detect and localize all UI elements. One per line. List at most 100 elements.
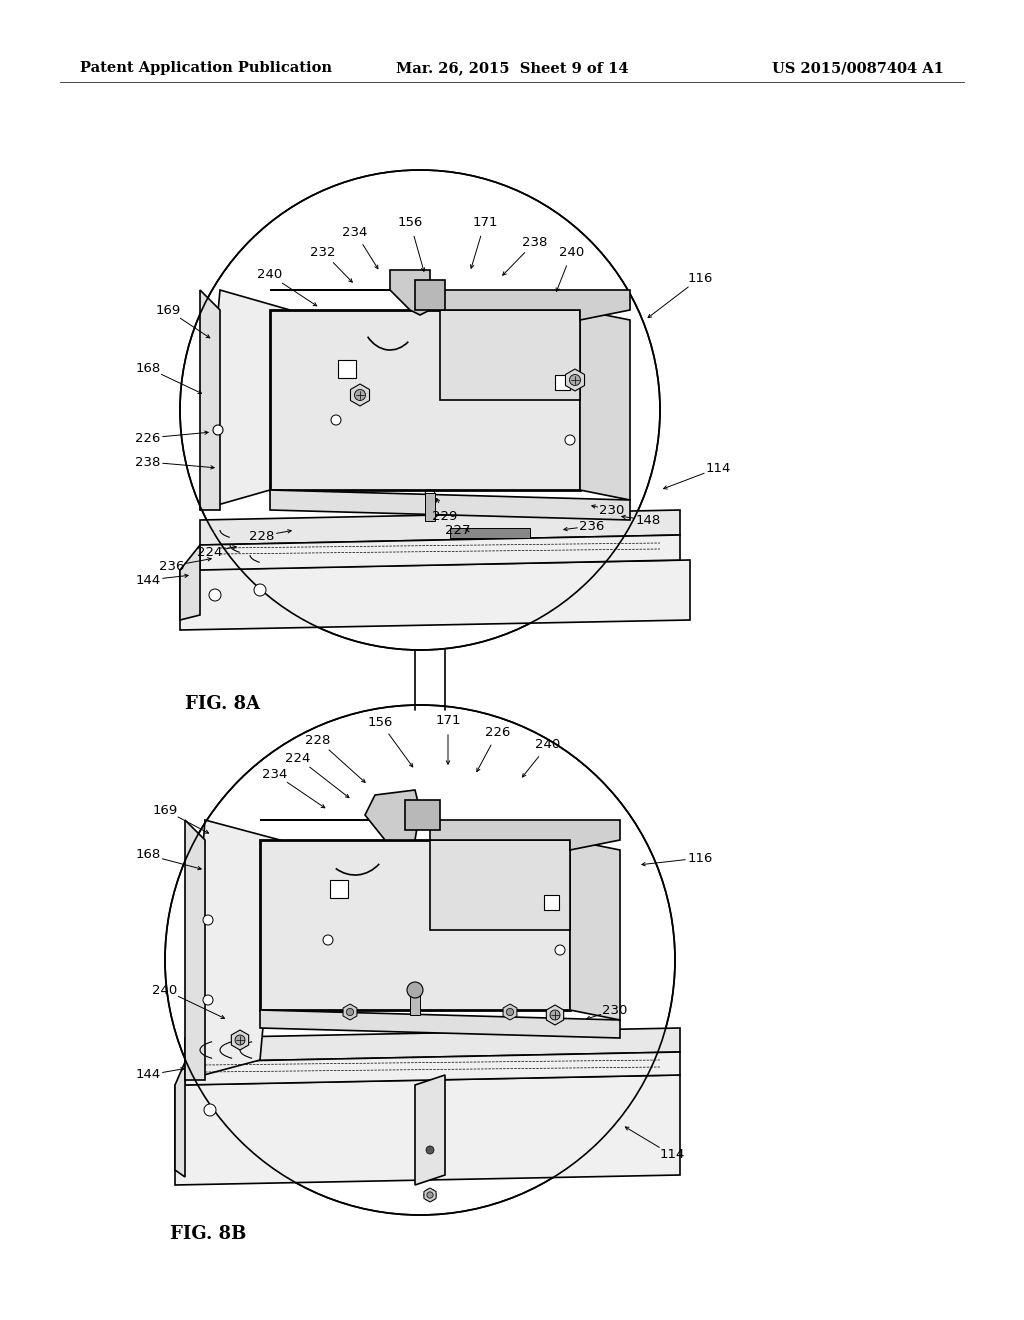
Text: 168: 168 [135,849,161,862]
Text: Patent Application Publication: Patent Application Publication [80,61,332,75]
Circle shape [565,436,575,445]
Circle shape [427,1192,433,1199]
Text: 168: 168 [135,362,161,375]
Text: 240: 240 [559,246,585,259]
Polygon shape [180,545,200,620]
Circle shape [203,915,213,925]
Text: 236: 236 [160,560,184,573]
Text: 229: 229 [432,510,458,523]
Bar [555,375,570,389]
Circle shape [331,414,341,425]
Polygon shape [415,1074,445,1185]
Text: US 2015/0087404 A1: US 2015/0087404 A1 [772,61,944,75]
Circle shape [203,995,213,1005]
Text: 148: 148 [635,513,660,527]
Text: 226: 226 [135,432,161,445]
Circle shape [234,1035,245,1045]
Polygon shape [390,271,430,315]
Text: 116: 116 [687,272,713,285]
Circle shape [569,375,581,385]
Polygon shape [350,384,370,407]
Polygon shape [547,1005,563,1026]
Circle shape [254,583,266,597]
Polygon shape [185,820,280,1080]
Text: 114: 114 [706,462,731,474]
Polygon shape [270,290,630,319]
Polygon shape [425,492,435,521]
Bar [450,528,530,539]
Polygon shape [424,1188,436,1203]
Text: 236: 236 [580,520,605,532]
Polygon shape [231,1030,249,1049]
Polygon shape [260,820,620,850]
Text: 224: 224 [286,751,310,764]
Polygon shape [260,1010,620,1038]
Polygon shape [200,290,220,510]
Text: FIG. 8B: FIG. 8B [170,1225,247,1243]
Polygon shape [343,1005,357,1020]
Text: 169: 169 [156,304,180,317]
Polygon shape [185,1052,680,1085]
Text: FIG. 8A: FIG. 8A [185,696,260,713]
Text: 171: 171 [472,215,498,228]
Text: 144: 144 [135,1068,161,1081]
Polygon shape [565,370,585,391]
Polygon shape [503,1005,517,1020]
Bar [338,360,356,378]
Polygon shape [270,490,630,520]
Circle shape [426,1146,434,1154]
Text: 240: 240 [536,738,560,751]
Circle shape [346,1008,353,1015]
Circle shape [209,589,221,601]
Polygon shape [270,310,580,490]
Polygon shape [430,840,570,931]
Text: 114: 114 [659,1148,685,1162]
Circle shape [424,1189,436,1201]
Text: 240: 240 [153,983,177,997]
Text: 224: 224 [198,545,222,558]
Circle shape [555,945,565,954]
Text: 228: 228 [249,529,274,543]
Polygon shape [200,290,290,510]
Text: 156: 156 [368,715,392,729]
Text: 238: 238 [135,455,161,469]
Text: Mar. 26, 2015  Sheet 9 of 14: Mar. 26, 2015 Sheet 9 of 14 [395,61,629,75]
Text: 227: 227 [445,524,471,536]
Polygon shape [260,840,570,1010]
Bar [544,895,559,909]
Circle shape [354,389,366,400]
Circle shape [407,982,423,998]
Text: 230: 230 [599,503,625,516]
Text: 169: 169 [153,804,177,817]
Circle shape [180,170,660,649]
Circle shape [323,935,333,945]
Circle shape [165,705,675,1214]
Polygon shape [180,560,690,630]
Polygon shape [415,280,445,310]
Polygon shape [580,310,630,500]
Text: 234: 234 [342,226,368,239]
Circle shape [213,425,223,436]
Polygon shape [175,1063,185,1177]
Polygon shape [570,840,620,1020]
Bar [330,880,348,898]
Circle shape [550,1010,560,1020]
Text: 232: 232 [310,246,336,259]
Text: 234: 234 [262,767,288,780]
Circle shape [204,1104,216,1115]
Text: 144: 144 [135,573,161,586]
Polygon shape [440,310,580,400]
Text: 226: 226 [485,726,511,738]
Polygon shape [185,820,205,1080]
Circle shape [507,1008,514,1015]
Polygon shape [406,800,440,830]
Text: 171: 171 [435,714,461,726]
Text: 156: 156 [397,215,423,228]
Text: 228: 228 [305,734,331,747]
Text: 230: 230 [602,1003,628,1016]
Text: 240: 240 [257,268,283,281]
Polygon shape [200,535,680,570]
Polygon shape [410,990,420,1015]
Polygon shape [200,510,680,545]
Polygon shape [365,789,420,840]
